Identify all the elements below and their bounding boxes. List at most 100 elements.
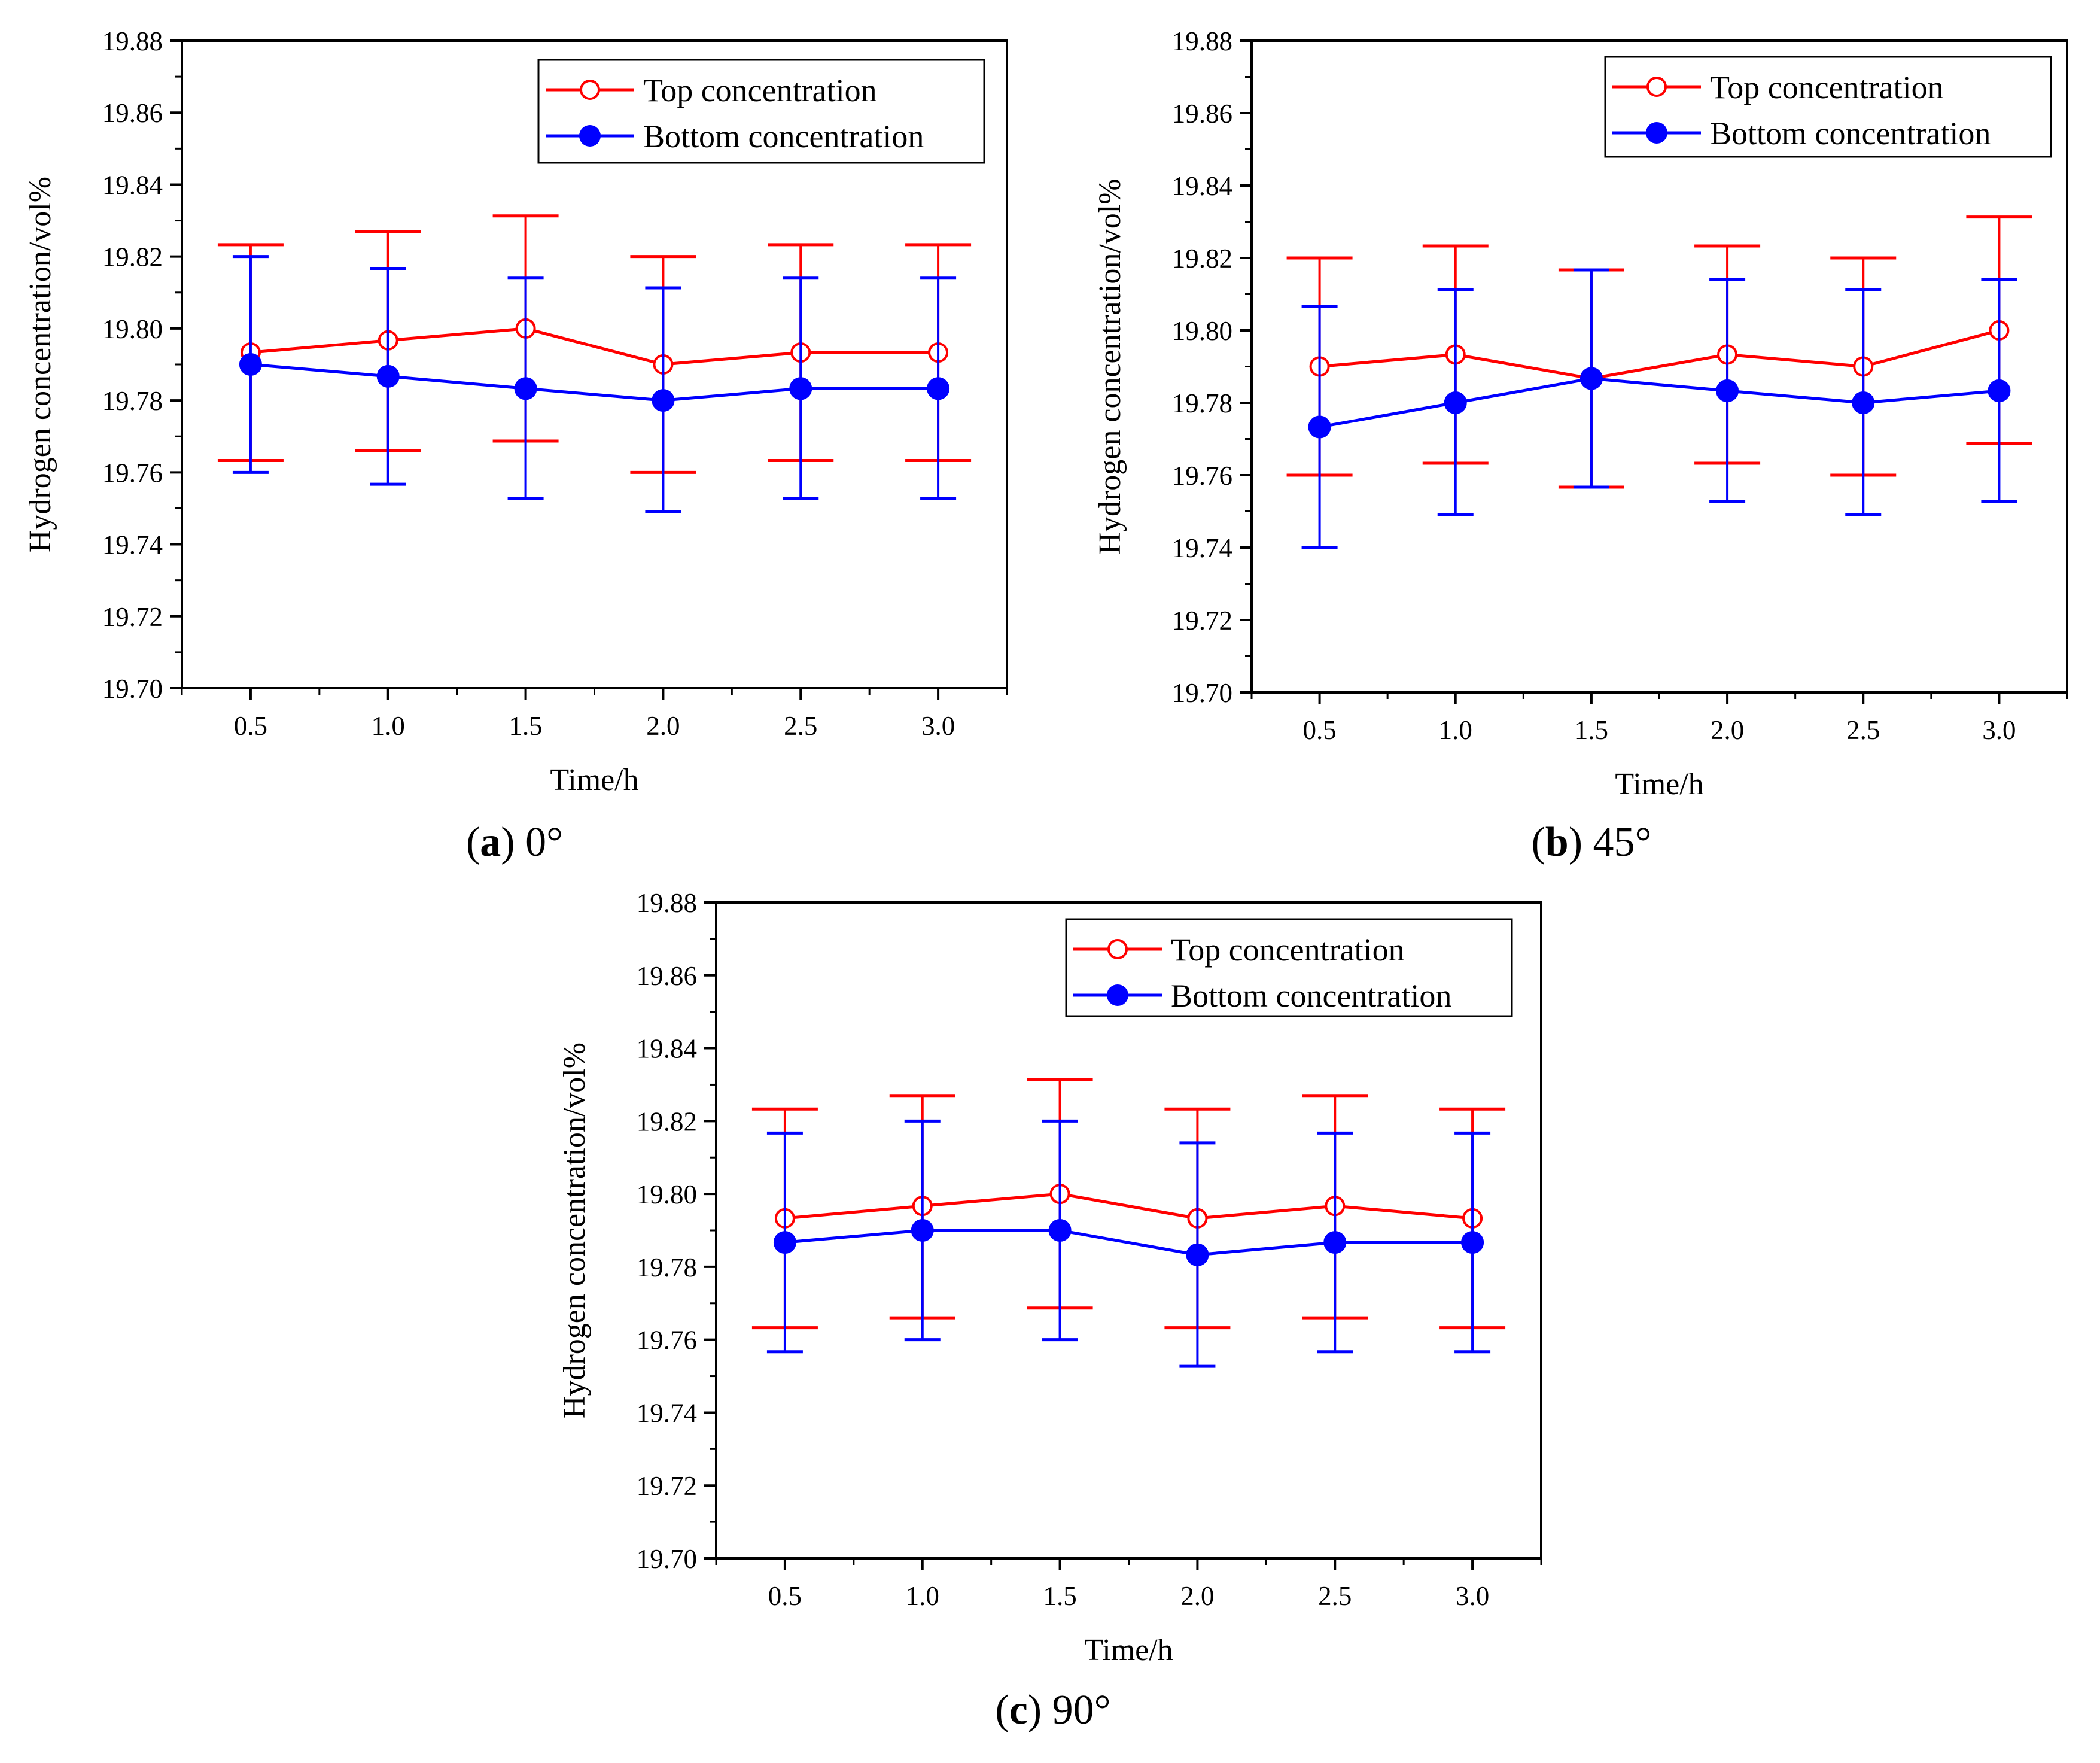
x-tick-label: 3.0 xyxy=(921,711,955,741)
y-tick-label: 19.74 xyxy=(102,530,163,560)
data-point xyxy=(239,353,262,376)
x-tick-label: 3.0 xyxy=(1456,1581,1489,1611)
x-tick-label: 0.5 xyxy=(234,711,267,741)
data-point xyxy=(911,1219,934,1242)
data-point xyxy=(1308,415,1331,439)
data-point xyxy=(1186,1243,1209,1266)
legend-marker xyxy=(1646,122,1667,144)
chart-panel-c: 19.70 19.72 19.74 19.76 19.78 19.80 19.82 19.84… xyxy=(558,888,1542,1733)
series-top xyxy=(1286,215,2032,489)
data-point xyxy=(1988,379,2011,403)
series-line xyxy=(784,1192,1473,1220)
panel-caption-letter: a xyxy=(480,819,501,865)
y-tick-label: 19.88 xyxy=(1172,26,1232,56)
y-tick-label: 19.86 xyxy=(1172,99,1232,129)
series-line xyxy=(1319,376,1999,428)
panel-caption-letter: c xyxy=(1009,1687,1028,1733)
y-tick-label: 19.88 xyxy=(102,26,163,56)
x-tick-label: 3.0 xyxy=(1982,715,2016,745)
data-point xyxy=(773,1231,796,1254)
panel-caption: (b) 45° xyxy=(1531,819,1651,865)
y-tick-label: 19.72 xyxy=(102,602,163,632)
y-axis-title: Hydrogen concentration/vol% xyxy=(23,177,57,552)
y-tick-label: 19.72 xyxy=(637,1471,697,1501)
y-tick-label: 19.84 xyxy=(1172,171,1232,201)
legend-label: Bottom concentration xyxy=(1710,115,1991,151)
x-tick-label: 1.0 xyxy=(906,1581,939,1611)
legend-label: Top concentration xyxy=(643,72,877,108)
y-tick-label: 19.80 xyxy=(102,314,163,344)
y-tick-label: 19.78 xyxy=(102,386,163,416)
legend-marker xyxy=(580,80,600,100)
series-top xyxy=(217,214,972,474)
data-point xyxy=(514,377,537,400)
series-line xyxy=(250,327,939,366)
y-tick-label: 19.86 xyxy=(637,961,697,991)
legend-marker xyxy=(1107,939,1128,959)
y-tick-label: 19.84 xyxy=(102,170,163,200)
x-tick-label: 1.0 xyxy=(1439,715,1472,745)
legend: Top concentration Bottom concentration xyxy=(1065,918,1513,1017)
data-point xyxy=(789,377,812,400)
series-bottom xyxy=(1301,268,2017,549)
series-line xyxy=(250,363,939,402)
legend-marker xyxy=(1646,77,1667,97)
data-point xyxy=(1461,1231,1484,1254)
data-point xyxy=(1852,391,1875,414)
y-tick-label: 19.80 xyxy=(637,1180,697,1209)
x-tick-label: 2.0 xyxy=(646,711,680,741)
y-axis-title: Hydrogen concentration/vol% xyxy=(558,1042,592,1418)
y-tick-label: 19.70 xyxy=(102,674,163,704)
y-tick-label: 19.74 xyxy=(637,1398,697,1428)
legend-label: Bottom concentration xyxy=(643,118,924,154)
legend-label: Top concentration xyxy=(1710,69,1944,105)
x-tick-label: 1.5 xyxy=(509,711,542,741)
x-tick-label: 0.5 xyxy=(768,1581,802,1611)
data-point xyxy=(1579,367,1603,390)
series-bottom xyxy=(766,1119,1491,1368)
series-line xyxy=(784,1229,1473,1257)
x-tick-label: 2.5 xyxy=(1846,715,1880,745)
y-tick-label: 19.76 xyxy=(102,458,163,488)
legend-marker xyxy=(579,125,601,147)
panel-caption-letter: b xyxy=(1545,819,1569,865)
x-axis-title: Time/h xyxy=(1084,1633,1173,1667)
y-tick-label: 19.78 xyxy=(1172,388,1232,418)
legend-marker xyxy=(1107,984,1128,1006)
x-tick-label: 1.5 xyxy=(1575,715,1608,745)
panel-caption-angle: 45° xyxy=(1593,819,1652,865)
y-tick-label: 19.70 xyxy=(1172,678,1232,708)
data-point xyxy=(376,364,400,388)
y-tick-label: 19.86 xyxy=(102,98,163,128)
data-point xyxy=(1444,391,1467,414)
x-tick-label: 1.0 xyxy=(372,711,405,741)
y-tick-label: 19.78 xyxy=(637,1253,697,1282)
y-tick-label: 19.88 xyxy=(637,888,697,918)
data-point xyxy=(1716,379,1739,403)
y-tick-label: 19.70 xyxy=(637,1544,697,1574)
series-bottom xyxy=(232,255,957,513)
x-tick-label: 2.5 xyxy=(1318,1581,1352,1611)
legend-box xyxy=(537,59,985,164)
data-point xyxy=(1323,1231,1347,1254)
x-tick-label: 2.0 xyxy=(1711,715,1744,745)
legend-box xyxy=(1604,56,2052,158)
legend-label: Top concentration xyxy=(1171,932,1405,968)
x-tick-label: 0.5 xyxy=(1302,715,1336,745)
legend: Top concentration Bottom concentration xyxy=(1604,56,2052,158)
legend-box xyxy=(1065,918,1513,1017)
panel-caption: (c) 90° xyxy=(995,1687,1110,1733)
x-tick-label: 2.0 xyxy=(1180,1581,1214,1611)
x-tick-label: 1.5 xyxy=(1043,1581,1076,1611)
legend-label: Bottom concentration xyxy=(1171,978,1451,1014)
y-tick-label: 19.74 xyxy=(1172,533,1232,563)
panel-caption-angle: 90° xyxy=(1052,1687,1111,1733)
legend: Top concentration Bottom concentration xyxy=(537,59,985,164)
y-tick-label: 19.82 xyxy=(637,1107,697,1136)
x-tick-label: 2.5 xyxy=(784,711,817,741)
y-tick-label: 19.82 xyxy=(1172,244,1232,273)
x-axis-title: Time/h xyxy=(1615,767,1703,801)
y-tick-label: 19.72 xyxy=(1172,606,1232,636)
data-point xyxy=(927,377,950,400)
y-tick-label: 19.82 xyxy=(102,242,163,272)
